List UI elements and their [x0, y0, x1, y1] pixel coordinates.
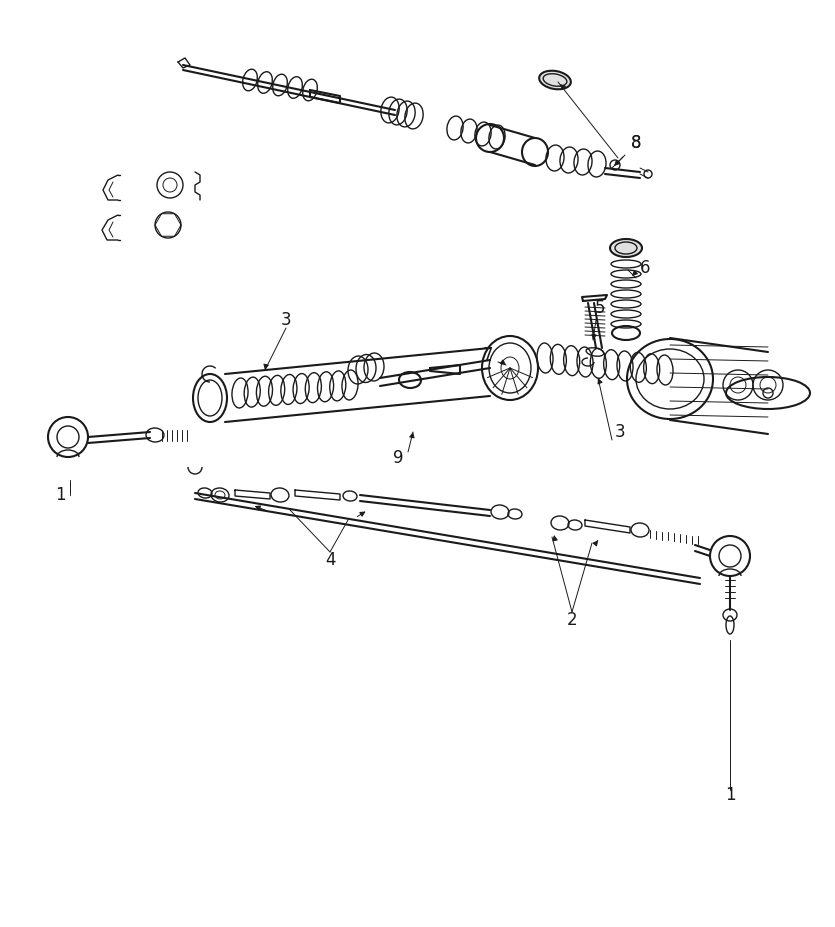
Ellipse shape — [539, 70, 571, 89]
Text: 7: 7 — [483, 346, 493, 364]
Text: 1: 1 — [54, 486, 65, 504]
Text: 2: 2 — [567, 611, 577, 629]
Text: 4: 4 — [325, 551, 335, 569]
Ellipse shape — [610, 239, 642, 257]
Text: 3: 3 — [281, 311, 291, 329]
Text: 8: 8 — [630, 134, 641, 152]
Text: 1: 1 — [725, 786, 736, 804]
Text: 6: 6 — [640, 259, 650, 277]
Text: 9: 9 — [392, 449, 403, 467]
Text: 3: 3 — [615, 423, 625, 441]
Text: 8: 8 — [630, 134, 641, 152]
Text: 5: 5 — [595, 299, 605, 317]
